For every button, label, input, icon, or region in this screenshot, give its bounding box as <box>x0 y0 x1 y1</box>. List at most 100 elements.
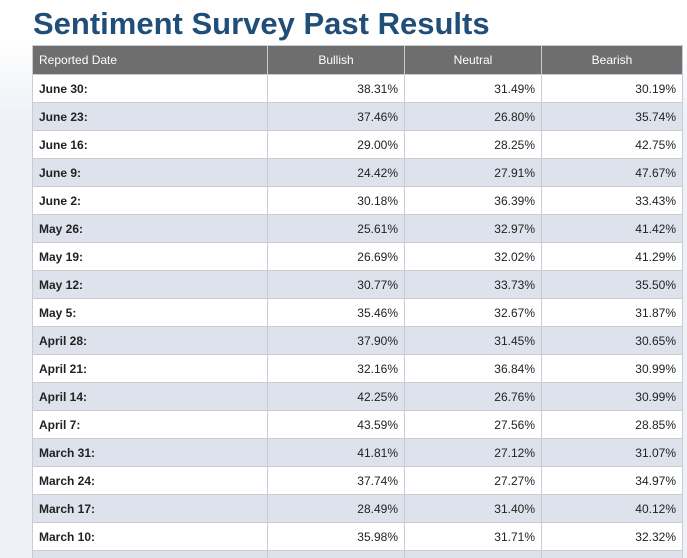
row-date <box>32 550 268 558</box>
row-date: March 10: <box>32 522 268 551</box>
table-row: March 17: 28.49% 31.40% 40.12% <box>32 494 683 523</box>
row-neutral: 31.40% <box>404 494 542 523</box>
table-row: June 16: 29.00% 28.25% 42.75% <box>32 130 683 159</box>
table-row: April 7: 43.59% 27.56% 28.85% <box>32 410 683 439</box>
row-date: May 26: <box>32 214 268 243</box>
row-bearish: 42.75% <box>541 130 683 159</box>
row-neutral: 31.71% <box>404 522 542 551</box>
row-bullish: 25.61% <box>267 214 405 243</box>
column-header-reported-date: Reported Date <box>32 45 268 75</box>
row-date: June 23: <box>32 102 268 131</box>
row-bullish: 43.59% <box>267 410 405 439</box>
row-bearish: 35.74% <box>541 102 683 131</box>
row-bearish: 28.85% <box>541 410 683 439</box>
table-row: March 31: 41.81% 27.12% 31.07% <box>32 438 683 467</box>
column-header-bullish: Bullish <box>267 45 405 75</box>
row-bullish: 37.46% <box>267 102 405 131</box>
row-neutral: 27.56% <box>404 410 542 439</box>
row-date: June 30: <box>32 74 268 103</box>
row-bullish: 42.25% <box>267 382 405 411</box>
table-row: May 5: 35.46% 32.67% 31.87% <box>32 298 683 327</box>
table-row: June 9: 24.42% 27.91% 47.67% <box>32 158 683 187</box>
table-row: March 10: 35.98% 31.71% 32.32% <box>32 522 683 551</box>
row-bearish: 30.65% <box>541 326 683 355</box>
row-bullish: 37.90% <box>267 326 405 355</box>
table-row: June 23: 37.46% 26.80% 35.74% <box>32 102 683 131</box>
table-header: Reported Date Bullish Neutral Bearish <box>32 45 683 75</box>
row-date: May 5: <box>32 298 268 327</box>
row-bullish: 30.77% <box>267 270 405 299</box>
row-date: March 17: <box>32 494 268 523</box>
page-title: Sentiment Survey Past Results <box>33 6 490 41</box>
row-date: April 28: <box>32 326 268 355</box>
row-bullish: 41.81% <box>267 438 405 467</box>
table-row: April 28: 37.90% 31.45% 30.65% <box>32 326 683 355</box>
table-row: May 12: 30.77% 33.73% 35.50% <box>32 270 683 299</box>
row-bearish: 47.67% <box>541 158 683 187</box>
row-neutral: 28.25% <box>404 130 542 159</box>
table-row: May 19: 26.69% 32.02% 41.29% <box>32 242 683 271</box>
row-neutral: 27.12% <box>404 438 542 467</box>
row-neutral: 32.97% <box>404 214 542 243</box>
row-bullish: 37.74% <box>267 466 405 495</box>
row-neutral: 27.27% <box>404 466 542 495</box>
row-date: May 19: <box>32 242 268 271</box>
row-bearish: 40.12% <box>541 494 683 523</box>
row-neutral: 36.84% <box>404 354 542 383</box>
row-date: May 12: <box>32 270 268 299</box>
row-neutral: 36.39% <box>404 186 542 215</box>
row-neutral: 27.91% <box>404 158 542 187</box>
row-bearish: 30.99% <box>541 382 683 411</box>
row-date: April 14: <box>32 382 268 411</box>
table-row: May 26: 25.61% 32.97% 41.42% <box>32 214 683 243</box>
row-bullish: 30.18% <box>267 186 405 215</box>
row-bearish: 34.97% <box>541 466 683 495</box>
row-bullish: 32.16% <box>267 354 405 383</box>
row-date: March 24: <box>32 466 268 495</box>
row-date: April 7: <box>32 410 268 439</box>
table-row: March 24: 37.74% 27.27% 34.97% <box>32 466 683 495</box>
table-row <box>32 550 683 558</box>
row-bearish: 31.87% <box>541 298 683 327</box>
row-bullish: 28.49% <box>267 494 405 523</box>
column-header-bearish: Bearish <box>541 45 683 75</box>
row-bearish: 30.19% <box>541 74 683 103</box>
row-bullish: 38.31% <box>267 74 405 103</box>
row-bearish: 41.42% <box>541 214 683 243</box>
row-bearish: 31.07% <box>541 438 683 467</box>
row-bullish: 29.00% <box>267 130 405 159</box>
row-neutral: 32.02% <box>404 242 542 271</box>
row-date: April 21: <box>32 354 268 383</box>
table-row: April 21: 32.16% 36.84% 30.99% <box>32 354 683 383</box>
row-bearish: 33.43% <box>541 186 683 215</box>
row-neutral: 33.73% <box>404 270 542 299</box>
row-neutral: 31.49% <box>404 74 542 103</box>
row-bullish: 24.42% <box>267 158 405 187</box>
table-row: June 30: 38.31% 31.49% 30.19% <box>32 74 683 103</box>
row-neutral: 32.67% <box>404 298 542 327</box>
row-neutral: 26.76% <box>404 382 542 411</box>
header-row: Reported Date Bullish Neutral Bearish <box>32 45 683 75</box>
row-date: June 9: <box>32 158 268 187</box>
sentiment-results-table: Reported Date Bullish Neutral Bearish Ju… <box>32 45 683 558</box>
table-body: June 30: 38.31% 31.49% 30.19% June 23: 37.46%… <box>32 74 683 558</box>
row-bullish: 35.98% <box>267 522 405 551</box>
row-bearish: 35.50% <box>541 270 683 299</box>
row-neutral: 31.45% <box>404 326 542 355</box>
row-bullish: 35.46% <box>267 298 405 327</box>
row-neutral <box>404 550 542 558</box>
row-bullish <box>267 550 405 558</box>
row-bearish: 41.29% <box>541 242 683 271</box>
row-bullish: 26.69% <box>267 242 405 271</box>
row-date: March 31: <box>32 438 268 467</box>
row-bearish: 30.99% <box>541 354 683 383</box>
table-row: June 2: 30.18% 36.39% 33.43% <box>32 186 683 215</box>
row-date: June 2: <box>32 186 268 215</box>
row-date: June 16: <box>32 130 268 159</box>
column-header-neutral: Neutral <box>404 45 542 75</box>
table-row: April 14: 42.25% 26.76% 30.99% <box>32 382 683 411</box>
row-neutral: 26.80% <box>404 102 542 131</box>
row-bearish <box>541 550 683 558</box>
results-table-wrapper: Reported Date Bullish Neutral Bearish Ju… <box>32 45 683 558</box>
